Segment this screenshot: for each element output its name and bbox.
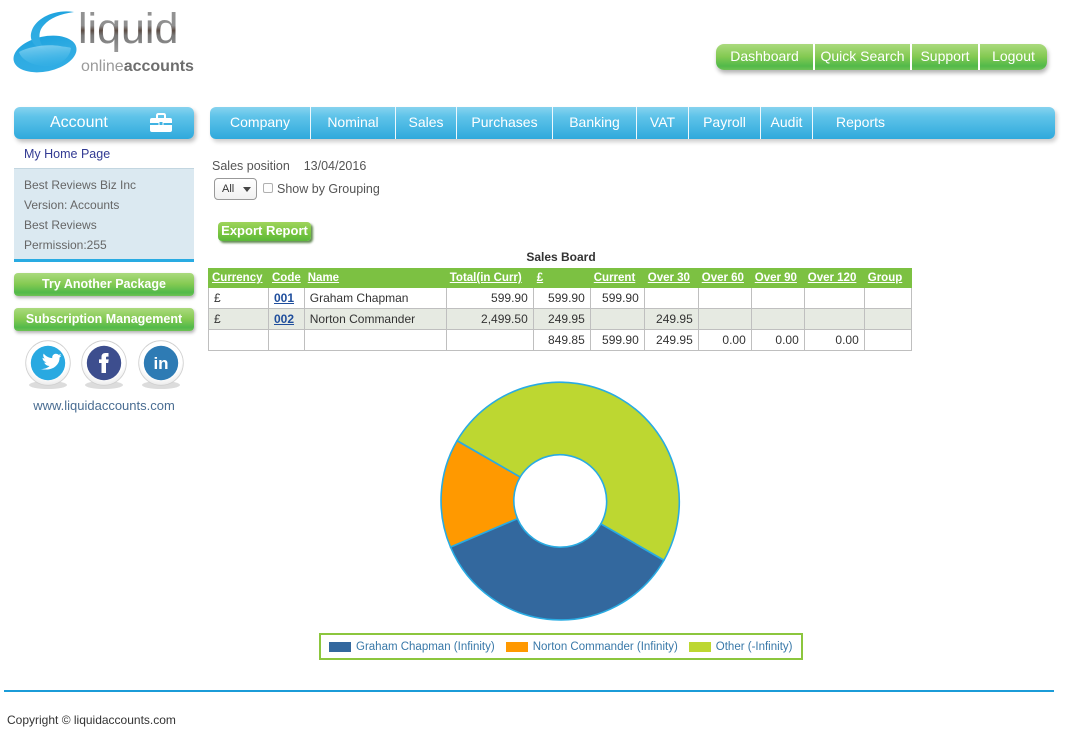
svg-text:in: in (153, 354, 168, 373)
